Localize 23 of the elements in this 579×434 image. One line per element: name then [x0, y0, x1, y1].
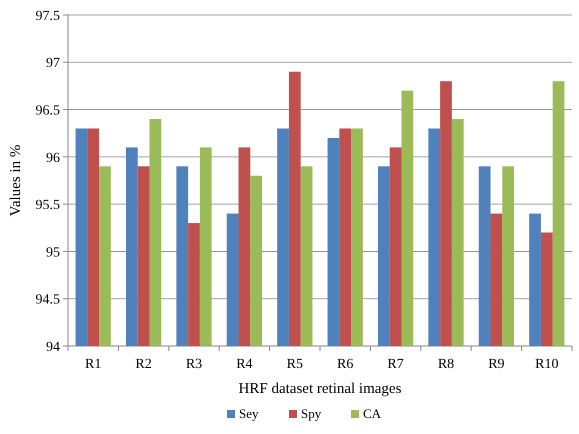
y-tick-label: 94.5: [36, 292, 60, 308]
x-tick-label: R3: [186, 357, 202, 372]
x-tick-label: R6: [337, 357, 354, 372]
x-tick-label: R5: [286, 357, 303, 372]
x-tick-label: R8: [438, 357, 454, 372]
y-tick-label: 95: [46, 245, 60, 260]
y-tick-label: 97.5: [36, 8, 60, 24]
x-tick-label: R1: [85, 357, 102, 372]
x-tick-label: R2: [135, 357, 152, 372]
legend-label: Spy: [301, 406, 322, 421]
y-tick-label: 94: [46, 340, 60, 355]
y-tick-label: 96: [46, 150, 60, 166]
x-tick-label: R9: [488, 357, 505, 372]
legend-label: Sey: [239, 406, 259, 421]
y-tick-label: 96.5: [36, 103, 60, 118]
x-tick-label: R7: [387, 357, 404, 372]
y-tick-label: 95.5: [36, 198, 60, 214]
y-tick-label: 97: [46, 56, 60, 72]
x-tick-label: R10: [535, 357, 558, 372]
y-axis-title: Values in %: [8, 144, 24, 216]
x-axis-title: HRF dataset retinal images: [238, 381, 402, 397]
x-tick-label: R4: [236, 357, 253, 372]
legend-label: CA: [363, 406, 382, 421]
